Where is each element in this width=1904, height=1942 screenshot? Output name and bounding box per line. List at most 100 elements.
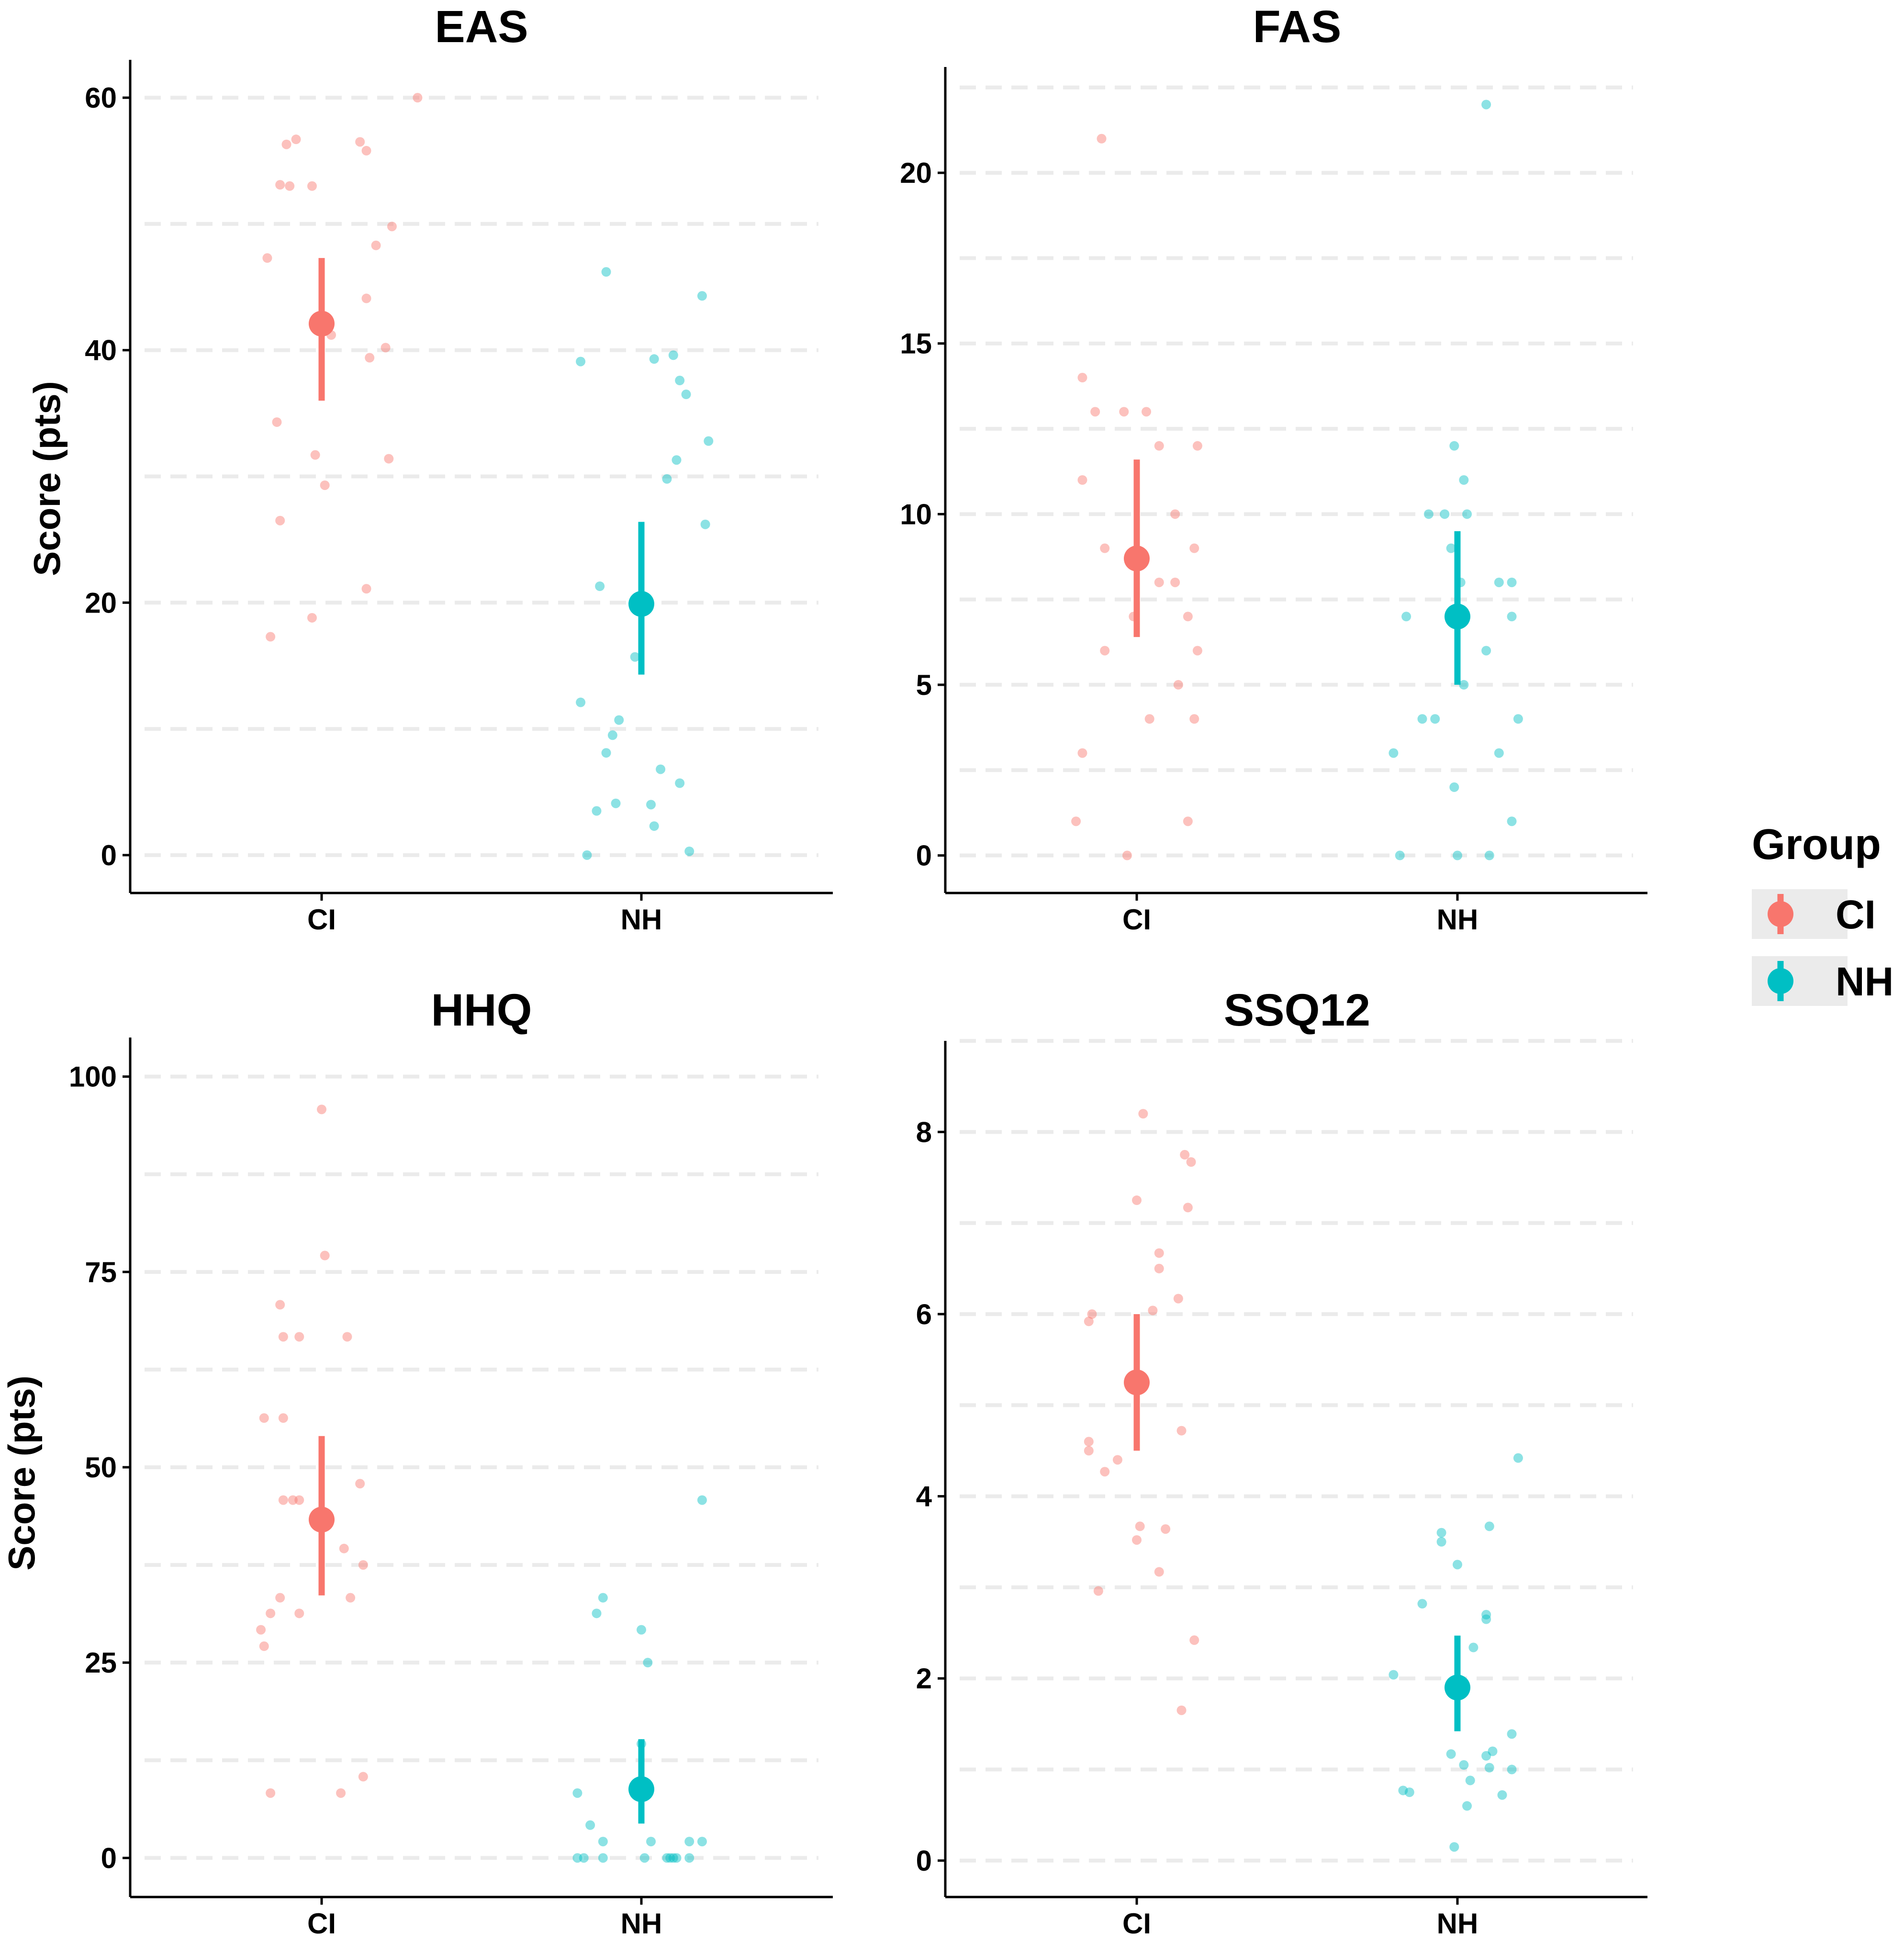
mean-point: [1445, 1674, 1470, 1701]
x-tick-label-ci: CI: [1122, 1908, 1151, 1940]
x-tick-label-ci: CI: [307, 904, 336, 936]
data-point: [1154, 1567, 1164, 1577]
data-point: [1462, 509, 1472, 519]
data-point: [672, 455, 682, 465]
data-point: [1189, 714, 1199, 724]
mean-point: [628, 591, 654, 617]
x-tick-label-nh: NH: [621, 904, 662, 936]
data-point: [1484, 1521, 1494, 1531]
y-tick-label: 5: [916, 669, 932, 701]
data-point: [1154, 1263, 1164, 1273]
series-ci: [256, 1105, 368, 1798]
data-point: [665, 1853, 675, 1863]
data-point: [275, 1593, 285, 1603]
data-point: [1084, 1446, 1094, 1456]
y-tick-label: 25: [85, 1647, 117, 1679]
data-point: [1142, 407, 1152, 417]
panel-title: FAS: [1253, 1, 1342, 52]
data-point: [1453, 850, 1462, 860]
legend-dot-nh: [1768, 968, 1793, 994]
data-point: [1484, 850, 1494, 860]
data-point: [346, 1593, 356, 1603]
y-tick-label: 10: [900, 498, 932, 530]
data-point: [1180, 1150, 1190, 1160]
data-point: [1494, 748, 1504, 758]
panel-title: HHQ: [431, 985, 532, 1036]
series-ci: [262, 93, 423, 642]
panel-title: SSQ12: [1224, 985, 1370, 1036]
data-point: [704, 436, 714, 446]
data-point: [1440, 509, 1450, 519]
data-point: [317, 1105, 326, 1115]
data-point: [1144, 714, 1154, 724]
data-point: [1389, 1670, 1399, 1680]
data-point: [1459, 475, 1469, 485]
data-point: [1183, 816, 1193, 826]
data-point: [1087, 1309, 1097, 1319]
data-point: [1430, 714, 1440, 724]
y-tick-label: 20: [85, 587, 117, 619]
data-point: [1077, 475, 1087, 485]
data-point: [288, 1495, 298, 1505]
data-point: [1513, 714, 1523, 724]
data-point: [342, 1332, 352, 1342]
data-point: [266, 1788, 276, 1798]
data-point: [1090, 407, 1100, 417]
data-point: [275, 515, 285, 525]
data-point: [307, 181, 317, 191]
data-point: [358, 1560, 368, 1570]
x-tick-label-nh: NH: [621, 1908, 662, 1940]
data-point: [1465, 1775, 1475, 1786]
data-point: [1417, 1599, 1427, 1609]
legend-label-nh: NH: [1836, 959, 1893, 1004]
data-point: [320, 480, 330, 490]
y-tick-label: 0: [916, 840, 932, 872]
y-tick-label: 100: [69, 1061, 117, 1093]
data-point: [607, 730, 617, 740]
data-point: [1112, 1455, 1122, 1465]
y-tick-label: 0: [101, 839, 117, 871]
mean-point: [1124, 546, 1150, 572]
data-point: [310, 450, 320, 460]
data-point: [294, 1608, 304, 1618]
data-point: [1507, 1764, 1517, 1775]
data-point: [291, 134, 301, 145]
data-point: [1423, 509, 1434, 519]
data-point: [381, 343, 391, 353]
data-point: [1404, 1787, 1414, 1797]
data-point: [320, 1250, 330, 1261]
data-point: [256, 1625, 266, 1635]
data-point: [307, 613, 317, 623]
series-nh: [1389, 1453, 1523, 1852]
data-point: [646, 1837, 656, 1847]
y-tick-label: 2: [916, 1663, 932, 1695]
mean-point: [309, 311, 335, 337]
data-point: [1488, 1746, 1498, 1756]
data-point: [649, 354, 659, 364]
data-point: [1161, 1524, 1171, 1534]
data-point: [611, 798, 621, 808]
data-point: [697, 291, 707, 301]
data-point: [592, 806, 602, 816]
data-point: [1446, 1749, 1456, 1759]
data-point: [1389, 748, 1399, 758]
data-point: [579, 1853, 589, 1863]
data-point: [1132, 1195, 1142, 1205]
data-point: [1449, 782, 1459, 792]
data-point: [259, 1641, 269, 1651]
data-point: [662, 1853, 672, 1863]
series-ci: [1071, 134, 1202, 860]
legend-item-nh: NH: [1752, 956, 1893, 1006]
data-point: [598, 1853, 608, 1863]
data-point: [275, 180, 285, 190]
data-point: [1459, 680, 1469, 690]
data-point: [387, 222, 397, 232]
data-point: [1093, 1586, 1103, 1596]
series-ci: [1084, 1109, 1199, 1715]
mean-point: [1445, 603, 1470, 630]
x-tick-label-nh: NH: [1437, 1908, 1478, 1940]
data-point: [281, 139, 291, 149]
data-point: [1398, 1786, 1408, 1796]
data-point: [1395, 850, 1405, 860]
